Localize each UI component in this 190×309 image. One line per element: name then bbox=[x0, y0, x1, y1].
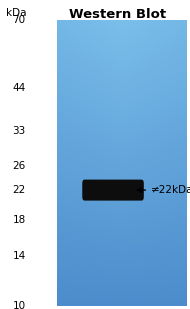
Text: 18: 18 bbox=[12, 214, 26, 225]
Text: 70: 70 bbox=[13, 15, 26, 25]
Text: Western Blot: Western Blot bbox=[69, 8, 166, 21]
Text: 44: 44 bbox=[12, 83, 26, 93]
FancyBboxPatch shape bbox=[82, 180, 144, 201]
Text: ≠22kDa: ≠22kDa bbox=[151, 185, 190, 195]
Text: 10: 10 bbox=[13, 301, 26, 309]
Text: 14: 14 bbox=[12, 252, 26, 261]
Text: kDa: kDa bbox=[6, 8, 27, 18]
Text: 22: 22 bbox=[12, 185, 26, 195]
Text: 26: 26 bbox=[12, 161, 26, 171]
Text: 33: 33 bbox=[12, 125, 26, 136]
